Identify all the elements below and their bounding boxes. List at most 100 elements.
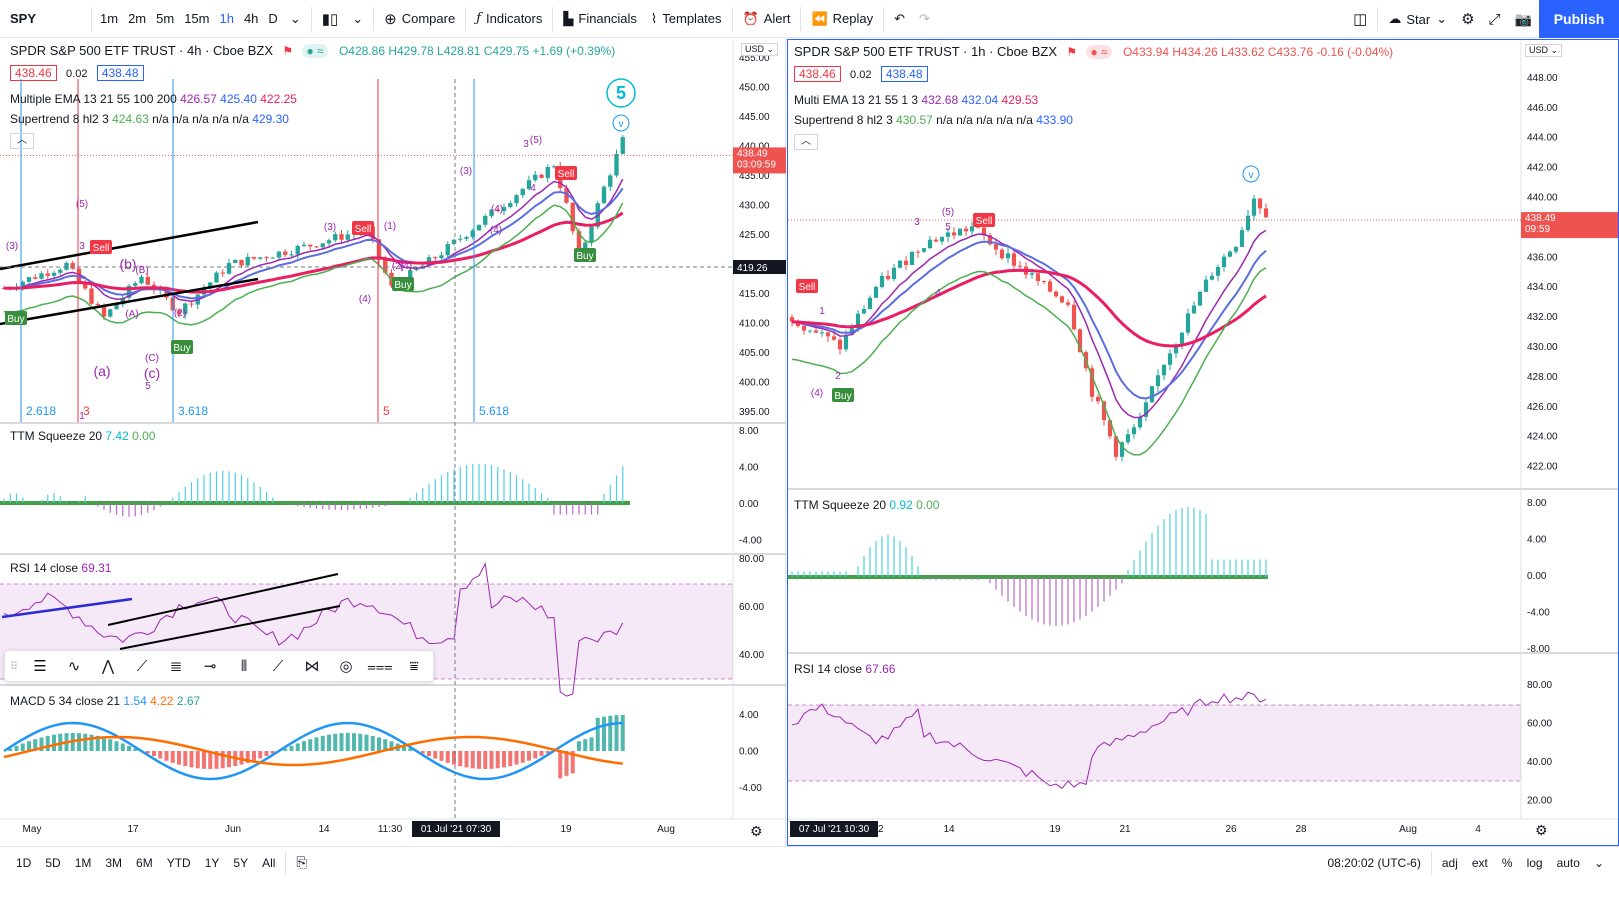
right-ttm-legend[interactable]: TTM Squeeze 20 0.92 0.00 [794, 497, 939, 513]
fib-spiral-tool-icon[interactable]: ◎ [339, 658, 353, 675]
symbol-search[interactable]: SPY [10, 11, 37, 26]
left-buy-signal-bg [574, 248, 596, 262]
fullscreen-button[interactable]: ⤢ [1482, 0, 1508, 38]
interval-2m[interactable]: 2m [128, 11, 147, 26]
collapse-legend-button[interactable]: ︿ [794, 134, 818, 150]
horizontal-lines-tool-icon[interactable]: ☰ [33, 658, 47, 675]
trend-line-tool-icon[interactable]: ⟋ [272, 657, 284, 675]
right-price-label: 424.00 [1527, 432, 1558, 443]
publish-button[interactable]: Publish [1539, 0, 1619, 38]
left-candle-body [270, 257, 275, 259]
interval-1h[interactable]: 1h [219, 11, 234, 26]
left-last-price: 438.49 [737, 148, 768, 159]
date-range-button[interactable]: ⎘ [289, 854, 314, 871]
range-3m[interactable]: 3M [105, 855, 123, 870]
chart-style-dropdown[interactable]: ⌄ [345, 0, 370, 38]
pattern-tool-icon[interactable]: ⋈ [304, 658, 320, 675]
right-candle-body [987, 235, 993, 245]
left-bid[interactable]: 438.46 [10, 65, 57, 81]
interval-dropdown[interactable]: ⌄ [283, 0, 308, 38]
left-ask[interactable]: 438.48 [96, 65, 144, 81]
right-candle-body [981, 227, 987, 236]
left-fib-label: 5 [383, 404, 390, 418]
replay-button[interactable]: ⏪ Replay [804, 0, 880, 38]
left-time-settings-button[interactable]: ⚙ [750, 823, 763, 840]
settings-button[interactable]: ⚙ [1454, 0, 1481, 38]
snapshot-button[interactable]: 📷 [1508, 0, 1539, 38]
fib-retracement-tool-icon[interactable]: ≣ [169, 658, 183, 675]
interval-1m[interactable]: 1m [100, 11, 119, 26]
range-all[interactable]: All [262, 855, 276, 870]
range-5d[interactable]: 5D [45, 855, 61, 870]
left-macd-legend[interactable]: MACD 5 34 close 21 1.54 4.22 2.67 [10, 693, 200, 709]
range-1y[interactable]: 1Y [204, 855, 220, 870]
left-ema-legend[interactable]: Multiple EMA 13 21 55 100 200 426.57 425… [10, 91, 297, 107]
interval-5m[interactable]: 5m [156, 11, 175, 26]
right-time-settings-button[interactable]: ⚙ [1535, 822, 1548, 839]
right-candle-body [993, 244, 999, 250]
templates-button[interactable]: ⌇ Templates [644, 0, 729, 38]
interval-4h[interactable]: 4h [243, 11, 259, 26]
currency-selector[interactable]: USD ⌄ [741, 43, 779, 56]
abc-pattern-tool-icon[interactable]: ⋀ [101, 658, 115, 675]
visibility-toggle[interactable]: ● ≈ [302, 44, 328, 58]
indicators-button[interactable]: ƒ Indicators [469, 0, 549, 38]
right-supertrend-legend[interactable]: Supertrend 8 hl2 3 430.57 n/a n/a n/a n/… [794, 112, 1073, 128]
visibility-toggle[interactable]: ● ≈ [1086, 45, 1112, 59]
right-candle-body [807, 330, 813, 332]
replay-label: Replay [832, 11, 874, 26]
star-button[interactable]: ☁ Star ⌄ [1381, 0, 1454, 38]
chevron-down-icon[interactable]: ⌄ [1593, 856, 1604, 870]
clock-time[interactable]: 08:20:02 (UTC-6) [1327, 856, 1421, 870]
left-ttm-legend[interactable]: TTM Squeeze 20 7.42 0.00 [10, 428, 155, 444]
horizontal-ray-tool-icon[interactable]: ⊸ [203, 658, 217, 675]
left-price-label: 455.00 [739, 53, 770, 64]
right-chart[interactable]: 450.00448.00446.00444.00442.00440.00438.… [787, 39, 1619, 846]
scale-option-3[interactable]: log [1526, 856, 1543, 870]
left-chart[interactable]: 455.00 450.00 445.00 440.00 435.00 430.00 425.… [0, 39, 786, 846]
interval-D[interactable]: D [268, 11, 278, 26]
right-ask[interactable]: 438.48 [880, 66, 928, 82]
left-supertrend-legend[interactable]: Supertrend 8 hl2 3 424.63 n/a n/a n/a n/… [10, 111, 289, 127]
left-candle-body [164, 289, 169, 298]
layout-button[interactable]: ◫ [1346, 0, 1374, 38]
range-6m[interactable]: 6M [136, 855, 153, 870]
top-toolbar: SPY 1m 2m 5m 15m 1h 4h D ⌄ ▮▯ ⌄ ⊕ Compare ƒ Indi… [0, 0, 1619, 38]
vertical-lines-tool-icon[interactable]: ⦀ [240, 657, 248, 675]
left-rsi-legend[interactable]: RSI 14 close 69.31 [10, 560, 111, 576]
elliott-wave-tool-icon[interactable]: ∿ [67, 658, 81, 675]
redo-button[interactable]: ↷ [912, 0, 937, 38]
right-candle-body [927, 239, 933, 249]
right-ema-legend[interactable]: Multi EMA 13 21 55 1 3 432.68 432.04 429… [794, 92, 1038, 108]
right-candle-body [1041, 281, 1047, 283]
left-rsi-channel-lower [119, 605, 341, 650]
alert-button[interactable]: ⏰ Alert [736, 0, 798, 38]
collapse-legend-button[interactable]: ︿ [10, 133, 34, 149]
scale-option-2[interactable]: % [1501, 856, 1513, 870]
right-bid[interactable]: 438.46 [794, 66, 841, 82]
range-1d[interactable]: 1D [16, 855, 32, 870]
range-5y[interactable]: 5Y [233, 855, 249, 870]
parallel-channel-tool-icon[interactable]: ⩶ [367, 657, 393, 675]
calendar-range-icon: ⎘ [296, 854, 308, 870]
right-chart-canvas[interactable]: 450.00448.00446.00444.00442.00440.00438.… [788, 40, 1618, 845]
chart-style-button[interactable]: ▮▯ [315, 0, 346, 38]
compare-button[interactable]: ⊕ Compare [377, 0, 462, 38]
scale-option-4[interactable]: auto [1556, 856, 1580, 870]
brush-tool-icon[interactable]: ⟋ [136, 657, 148, 675]
drag-handle-icon[interactable]: ⠿ [9, 660, 19, 673]
currency-selector[interactable]: USD ⌄ [1525, 44, 1563, 57]
undo-button[interactable]: ↶ [887, 0, 912, 38]
settings-lines-tool-icon[interactable]: ⩸ [409, 657, 419, 675]
range-ytd[interactable]: YTD [166, 855, 191, 870]
left-candle-body [489, 209, 494, 217]
range-1m[interactable]: 1M [74, 855, 92, 870]
financials-button[interactable]: ▙ Financials [556, 0, 644, 38]
interval-15m[interactable]: 15m [184, 11, 210, 26]
right-close: 433.76 [1276, 45, 1314, 59]
scale-option-1[interactable]: ext [1471, 856, 1488, 870]
right-rsi-legend[interactable]: RSI 14 close 67.66 [794, 661, 895, 677]
compare-label: Compare [401, 11, 456, 26]
scale-option-0[interactable]: adj [1441, 856, 1458, 870]
right-wave-v-label: v [1249, 170, 1254, 181]
